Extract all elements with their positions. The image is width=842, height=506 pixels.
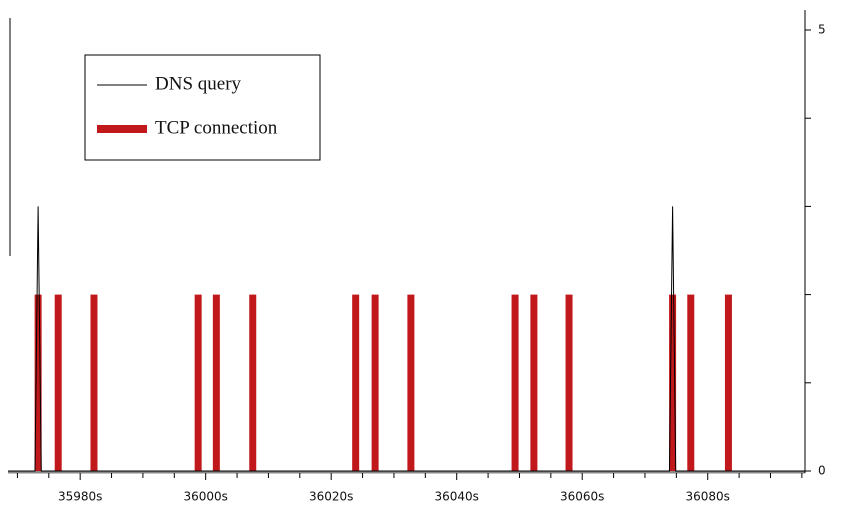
- legend-swatch: [97, 125, 147, 133]
- tcp-bar: [212, 294, 220, 471]
- x-tick-label: 36080s: [686, 490, 730, 504]
- x-tick-label: 36060s: [560, 490, 604, 504]
- plot-area: 0 5 35980s 36000s 36020s 36040s 36060s 36080s: [8, 10, 826, 504]
- tcp-bar: [669, 294, 677, 471]
- x-tick-label: 36040s: [434, 490, 478, 504]
- x-tick-label: 36020s: [309, 490, 353, 504]
- legend: DNS query TCP connection: [84, 54, 321, 161]
- tcp-bar: [54, 294, 62, 471]
- tcp-bar: [90, 294, 98, 471]
- tcp-bar: [565, 294, 573, 471]
- dns-line: [8, 206, 805, 472]
- legend-box: [84, 54, 321, 161]
- tcp-bar: [352, 294, 360, 471]
- tcp-bar: [530, 294, 538, 471]
- tcp-bar: [407, 294, 415, 471]
- tcp-bar: [249, 294, 257, 471]
- x-tick-label: 35980s: [58, 490, 102, 504]
- legend-label: TCP connection: [155, 117, 278, 138]
- legend-label: DNS query: [155, 73, 242, 94]
- tcp-bar: [34, 294, 42, 471]
- y-tick-label: 5: [818, 23, 826, 37]
- tcp-bar: [371, 294, 379, 471]
- x-tick-label: 36000s: [183, 490, 227, 504]
- y-tick-label: 0: [818, 464, 826, 478]
- tcp-bar: [687, 294, 695, 471]
- tcp-bar: [194, 294, 202, 471]
- tcp-bar: [724, 294, 732, 471]
- tcp-bar: [511, 294, 519, 471]
